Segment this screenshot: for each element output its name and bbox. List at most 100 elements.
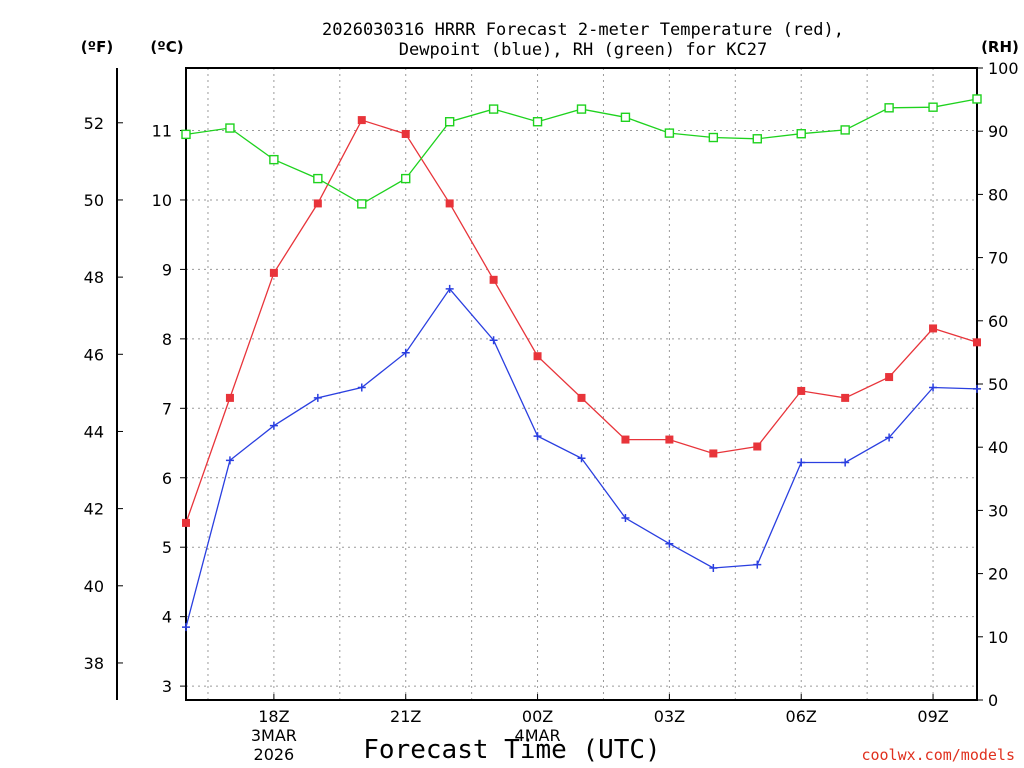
rh-point	[401, 173, 411, 184]
rh-point	[928, 102, 938, 112]
temperature-point	[929, 324, 938, 333]
celsius-tick-label: 7	[162, 399, 172, 418]
temperature-point	[753, 442, 762, 451]
time-tick-label: 09Z	[917, 707, 948, 726]
rh-point	[576, 104, 587, 114]
celsius-tick-label: 11	[152, 122, 172, 141]
dewpoint-point	[973, 384, 981, 393]
rh-point	[752, 134, 762, 144]
plot-frame	[185, 67, 978, 701]
rh-tick-label: 80	[988, 185, 1008, 204]
date-tick-label: 4MAR	[515, 726, 561, 745]
chart-title-line2: Dewpoint (blue), RH (green) for KC27	[399, 40, 767, 60]
rh-point	[488, 104, 499, 114]
time-tick-label: 18Z	[258, 707, 289, 726]
rh-tick-label: 50	[988, 375, 1008, 394]
rh-tick-label: 100	[988, 59, 1019, 78]
rh-tick-label: 10	[988, 628, 1008, 647]
rh-tick-label: 60	[988, 312, 1008, 331]
temperature-point	[445, 199, 454, 208]
fahrenheit-tick-label: 52	[84, 114, 104, 133]
rh-tick-label: 70	[988, 249, 1008, 268]
temperature-point	[973, 338, 981, 347]
rh-tick-label: 40	[988, 438, 1008, 457]
rh-point	[357, 199, 367, 209]
dewpoint-point	[709, 564, 718, 573]
rh-point	[181, 129, 191, 140]
celsius-tick-label: 3	[162, 677, 172, 696]
data-series	[181, 94, 982, 632]
rh-point	[225, 123, 235, 133]
time-tick-label: 03Z	[654, 707, 685, 726]
temperature-line	[185, 119, 978, 524]
celsius-tick-label: 9	[162, 260, 172, 279]
temperature-point	[577, 393, 586, 402]
temperature-point	[182, 518, 190, 527]
time-tick-label: 21Z	[390, 707, 421, 726]
celsius-tick-label: 4	[162, 608, 172, 627]
temperature-point	[709, 449, 718, 458]
rh-point	[313, 173, 323, 184]
dewpoint-point	[269, 421, 278, 430]
rh-tick-label: 0	[988, 691, 998, 710]
temperature-point	[533, 352, 542, 361]
rh-point	[269, 154, 279, 165]
fahrenheit-tick-label: 40	[84, 577, 104, 596]
date-tick-label: 3MAR	[251, 726, 297, 745]
rh-unit-label: (RH)	[981, 38, 1019, 56]
rh-tick-label: 90	[988, 122, 1008, 141]
dewpoint-point	[533, 432, 542, 441]
celsius-unit-label: (ºC)	[150, 38, 183, 56]
x-axis-label: Forecast Time (UTC)	[363, 735, 660, 765]
rh-point	[620, 112, 631, 122]
rh-point	[884, 103, 894, 113]
celsius-tick-label: 6	[162, 469, 172, 488]
rh-point	[840, 125, 850, 135]
gridlines	[186, 68, 977, 700]
chart-title-line1: 2026030316 HRRR Forecast 2-meter Tempera…	[322, 20, 844, 40]
temperature-point	[357, 116, 366, 125]
rh-line	[185, 98, 978, 205]
time-tick-label: 06Z	[786, 707, 817, 726]
fahrenheit-tick-label: 44	[84, 422, 104, 441]
dewpoint-point	[665, 539, 674, 548]
temperature-point	[841, 393, 850, 402]
dewpoint-point	[401, 348, 410, 357]
dewpoint-point	[929, 383, 938, 392]
temperature-point	[797, 386, 806, 395]
temperature-point	[225, 393, 234, 402]
dewpoint-point	[621, 514, 630, 523]
rh-point	[444, 117, 455, 127]
dewpoint-point	[357, 383, 366, 392]
temperature-point	[885, 373, 894, 382]
dewpoint-point	[225, 456, 234, 465]
temperature-point	[313, 199, 322, 208]
date-tick-label: 2026	[254, 745, 295, 764]
temperature-point	[621, 435, 630, 444]
dewpoint-point	[445, 284, 454, 293]
rh-point	[708, 132, 719, 143]
rh-point	[796, 129, 806, 139]
celsius-tick-label: 5	[162, 538, 172, 557]
rh-point	[532, 117, 543, 127]
rh-point	[664, 128, 675, 138]
time-tick-label: 00Z	[522, 707, 553, 726]
dewpoint-point	[489, 336, 498, 345]
celsius-tick-label: 8	[162, 330, 172, 349]
dewpoint-point	[753, 560, 762, 569]
dewpoint-point	[577, 454, 586, 463]
fahrenheit-tick-label: 38	[84, 654, 104, 673]
fahrenheit-tick-label: 46	[84, 345, 104, 364]
fahrenheit-tick-label: 50	[84, 191, 104, 210]
rh-tick-label: 30	[988, 501, 1008, 520]
dewpoint-point	[885, 433, 894, 442]
fahrenheit-unit-label: (ºF)	[81, 38, 113, 56]
temperature-point	[665, 435, 674, 444]
dewpoint-point	[841, 458, 850, 467]
axis-ticks: 3 4 5 6 7 8 9 10 11 38 40 42 44 46 48 50 52 0 10 20 30 40 50 60…	[84, 59, 1019, 764]
celsius-tick-label: 10	[152, 191, 172, 210]
fahrenheit-tick-label: 48	[84, 268, 104, 287]
dewpoint-point	[313, 393, 322, 402]
credit-text: coolwx.com/models	[861, 746, 1015, 764]
